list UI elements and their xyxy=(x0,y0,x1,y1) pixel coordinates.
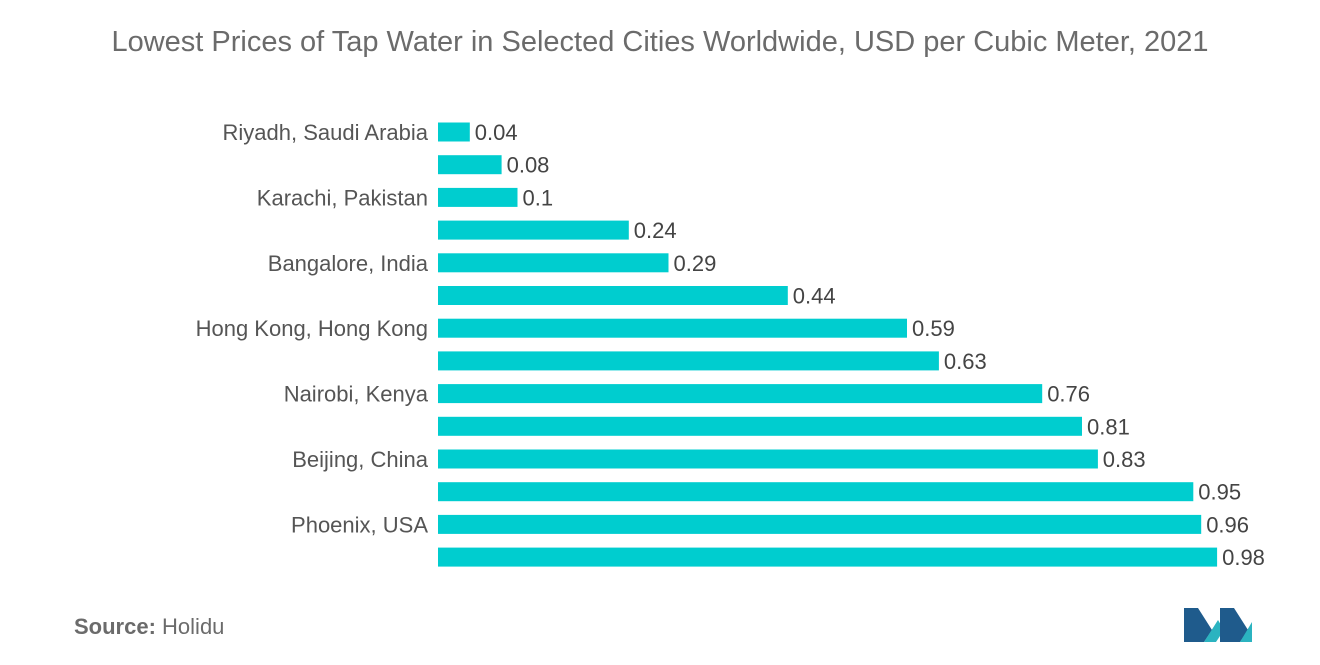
bar xyxy=(438,155,502,175)
bar-value-label: 0.81 xyxy=(1087,414,1130,439)
bar xyxy=(438,220,629,240)
category-label: Nairobi, Kenya xyxy=(284,382,429,407)
bar-value-label: 0.76 xyxy=(1047,382,1090,407)
source-label: Source: xyxy=(74,614,156,639)
bar-value-label: 0.24 xyxy=(634,218,677,243)
bar xyxy=(438,286,788,305)
bar xyxy=(438,384,1043,404)
bar xyxy=(438,122,470,142)
bar-chart: Riyadh, Saudi Arabia Karachi, Pakistan Ban… xyxy=(196,120,1265,570)
bar-value-label: 0.59 xyxy=(912,316,955,341)
chart-title: Lowest Prices of Tap Water in Selected C… xyxy=(111,26,1209,58)
bar xyxy=(438,253,669,273)
bar-value-label: 0.96 xyxy=(1206,512,1249,537)
bar-value-label: 0.29 xyxy=(674,251,717,276)
brand-logo-icon xyxy=(1184,608,1252,642)
category-label: Beijing, China xyxy=(292,447,429,472)
category-label: Phoenix, USA xyxy=(291,512,428,537)
bar-value-label: 0.98 xyxy=(1222,545,1265,570)
bar xyxy=(438,318,907,338)
value-labels: 0.04 0.08 0.1 0.24 0.29 0.44 0.59 0.63 0.76 0.81 0… xyxy=(475,120,1265,570)
bar xyxy=(438,547,1218,567)
category-label: Bangalore, India xyxy=(268,251,429,276)
bar xyxy=(438,416,1082,436)
category-labels: Riyadh, Saudi Arabia Karachi, Pakistan Ban… xyxy=(196,120,429,537)
bar xyxy=(438,187,518,207)
category-label: Riyadh, Saudi Arabia xyxy=(223,120,429,145)
bar xyxy=(438,351,939,371)
bar-value-label: 0.63 xyxy=(944,349,987,374)
bar-value-label: 0.44 xyxy=(793,284,836,309)
bar-value-label: 0.04 xyxy=(475,120,518,145)
bar xyxy=(438,449,1098,469)
bar-value-label: 0.95 xyxy=(1198,480,1241,505)
source-note: Source: Holidu xyxy=(74,614,224,640)
source-value: Holidu xyxy=(162,614,225,639)
category-label: Karachi, Pakistan xyxy=(257,185,428,210)
bar-value-label: 0.83 xyxy=(1103,447,1146,472)
bar-value-label: 0.1 xyxy=(523,185,554,210)
category-label: Hong Kong, Hong Kong xyxy=(196,316,428,341)
bar xyxy=(438,514,1202,534)
bar-value-label: 0.08 xyxy=(507,153,550,178)
bar xyxy=(438,482,1194,502)
bars-layer xyxy=(438,122,1218,567)
